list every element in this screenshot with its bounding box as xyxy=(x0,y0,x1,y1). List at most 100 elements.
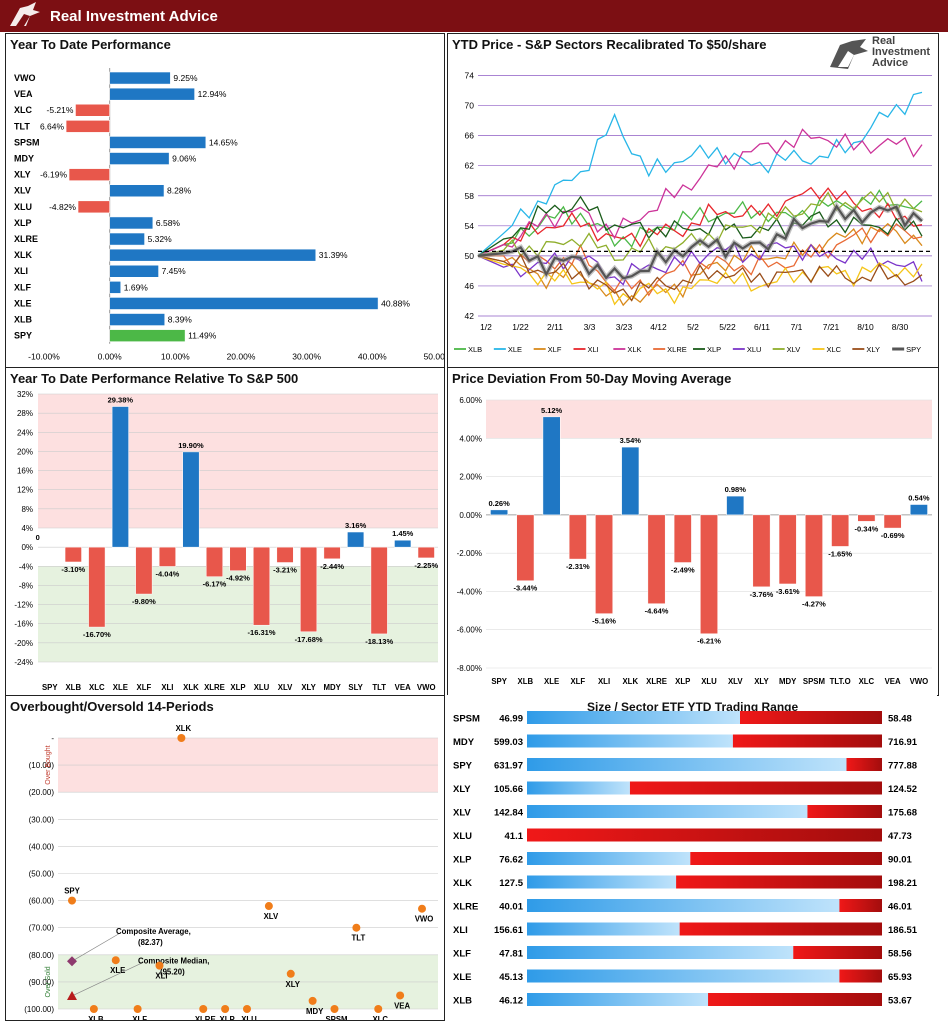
dev-value-label: -2.31% xyxy=(566,562,590,571)
rel-value-label: 29.38% xyxy=(108,396,134,405)
dev-y-tick: 2.00% xyxy=(459,473,482,482)
dev-title: Price Deviation From 50-Day Moving Avera… xyxy=(452,371,732,386)
ytd-title: Year To Date Performance xyxy=(10,37,171,52)
rel-y-tick: -24% xyxy=(14,658,33,667)
range-high-label: 58.48 xyxy=(888,714,912,725)
rel-bar xyxy=(182,451,200,548)
panel-relative: Year To Date Performance Relative To S&P… xyxy=(5,367,445,696)
rel-y-tick: -16% xyxy=(14,620,33,629)
ytd-value-label: 14.65% xyxy=(209,137,238,147)
obos-y-tick: (30.00) xyxy=(29,815,55,824)
rel-bar xyxy=(111,406,129,548)
rel-category-label: VWO xyxy=(417,683,436,692)
rel-bar xyxy=(417,546,435,559)
obos-title: Overbought/Oversold 14-Periods xyxy=(10,699,214,714)
range-red-segment xyxy=(740,711,882,724)
ytd-x-tick: 10.00% xyxy=(161,352,190,362)
sectors-x-tick: 1/2 xyxy=(480,322,492,332)
rel-category-label: XLF xyxy=(137,683,152,692)
rel-y-tick: 32% xyxy=(17,390,33,399)
obos-point-label: XLRE xyxy=(195,1015,216,1020)
rel-bar xyxy=(323,546,341,560)
rel-category-label: SPY xyxy=(42,683,58,692)
obos-avg-label: Composite Average, xyxy=(116,927,191,936)
obos-oversold-label: Over Sold xyxy=(45,966,52,997)
obos-point xyxy=(89,1005,98,1013)
obos-point-label: XLE xyxy=(110,966,125,975)
panel-obos: Overbought/Oversold 14-Periods - (10.00) (… xyxy=(5,695,445,1021)
sectors-legend-label: XLV xyxy=(787,345,801,354)
obos-y-tick: (70.00) xyxy=(29,924,55,933)
obos-y-tick: (100.00) xyxy=(24,1005,54,1014)
range-ticker-label: XLK xyxy=(453,878,472,889)
sectors-y-tick: 70 xyxy=(465,101,475,111)
rel-category-label: VEA xyxy=(395,683,411,692)
sectors-x-tick: 5/2 xyxy=(687,322,699,332)
range-red-segment xyxy=(527,828,882,842)
sectors-x-tick: 1/22 xyxy=(512,322,529,332)
sectors-legend-label: XLE xyxy=(508,345,522,354)
range-ticker-label: XLE xyxy=(453,972,471,983)
obos-point xyxy=(396,991,405,1000)
dev-value-label: -3.44% xyxy=(513,584,537,593)
obos-point xyxy=(308,996,317,1005)
ytd-x-tick: 0.00% xyxy=(98,352,123,362)
rel-value-label: -3.10% xyxy=(61,565,85,574)
rel-value-label: -2.25% xyxy=(414,561,438,570)
range-low-label: 105.66 xyxy=(494,784,523,795)
ytd-value-label: 6.58% xyxy=(156,218,181,228)
sectors-x-tick: 7/21 xyxy=(823,322,840,332)
rel-value-label: -2.44% xyxy=(320,562,344,571)
rel-overbought-zone xyxy=(38,394,438,528)
rel-value-label: -4.92% xyxy=(226,574,250,583)
ytd-category-label: XLB xyxy=(14,315,33,325)
rel-bar xyxy=(135,546,153,595)
ytd-value-label: 9.06% xyxy=(172,154,197,164)
sectors-y-tick: 74 xyxy=(465,71,475,81)
dev-y-tick: 0.00% xyxy=(459,511,482,520)
range-low-label: 76.62 xyxy=(499,855,523,866)
dev-value-label: 5.12% xyxy=(541,406,563,415)
sectors-y-tick: 54 xyxy=(465,221,475,231)
panel-range: Size / Sector ETF YTD Trading Range SPSM… xyxy=(447,695,937,1019)
range-ticker-label: XLY xyxy=(453,784,471,795)
sectors-series-line-xle xyxy=(477,91,923,257)
rel-value-label: -3.21% xyxy=(273,566,297,575)
dev-bar xyxy=(516,514,535,581)
dev-bar xyxy=(752,514,771,588)
rel-bar xyxy=(394,539,412,548)
range-chart: SPSM 46.99 58.48 MDY 599.03 716.91 SPY 631.97 77… xyxy=(453,711,918,1007)
range-blue-segment xyxy=(527,946,794,959)
range-low-label: 40.01 xyxy=(499,902,523,913)
ytd-category-label: SPY xyxy=(14,331,32,341)
range-high-label: 175.68 xyxy=(888,808,917,819)
obos-point xyxy=(177,734,186,742)
ytd-value-label: 7.45% xyxy=(162,266,187,276)
range-red-segment xyxy=(839,899,882,912)
dev-category-label: XLU xyxy=(701,677,717,686)
obos-y-tick: (20.00) xyxy=(29,788,55,797)
ytd-bar xyxy=(109,281,122,294)
range-blue-segment xyxy=(527,969,840,983)
dev-y-tick: -8.00% xyxy=(457,664,482,673)
ytd-category-label: XLP xyxy=(14,218,32,228)
range-low-label: 41.1 xyxy=(505,831,524,842)
sectors-series-line-xlu xyxy=(477,242,923,286)
range-low-label: 142.84 xyxy=(494,808,524,819)
rel-bar xyxy=(88,546,106,628)
sectors-legend-label: XLK xyxy=(627,345,641,354)
ytd-value-label: 40.88% xyxy=(381,298,410,308)
range-title: Size / Sector ETF YTD Trading Range xyxy=(587,700,799,714)
range-high-label: 716.91 xyxy=(888,737,918,748)
dev-category-label: XLY xyxy=(754,677,769,686)
range-ticker-label: XLU xyxy=(453,831,472,842)
obos-point xyxy=(221,1005,230,1013)
range-blue-segment xyxy=(527,758,847,771)
range-blue-segment xyxy=(527,805,808,818)
range-ticker-label: XLRE xyxy=(453,902,478,913)
rel-y-tick: 16% xyxy=(17,467,33,476)
range-red-segment xyxy=(708,993,882,1006)
obos-point-label: XLV xyxy=(264,912,279,921)
ytd-x-tick: 20.00% xyxy=(227,352,256,362)
sectors-series-line-spy xyxy=(477,204,923,280)
